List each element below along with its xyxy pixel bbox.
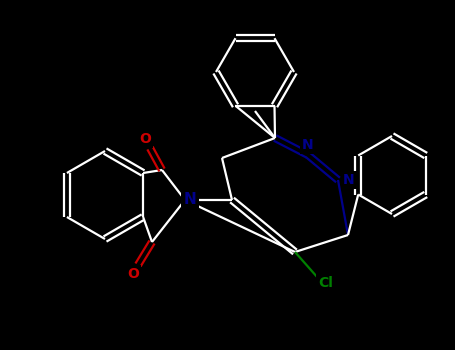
Text: O: O [139,132,151,146]
Text: N: N [343,173,355,187]
Text: Cl: Cl [318,276,333,290]
Text: N: N [184,193,197,208]
Text: N: N [302,138,314,152]
Text: O: O [127,267,139,281]
